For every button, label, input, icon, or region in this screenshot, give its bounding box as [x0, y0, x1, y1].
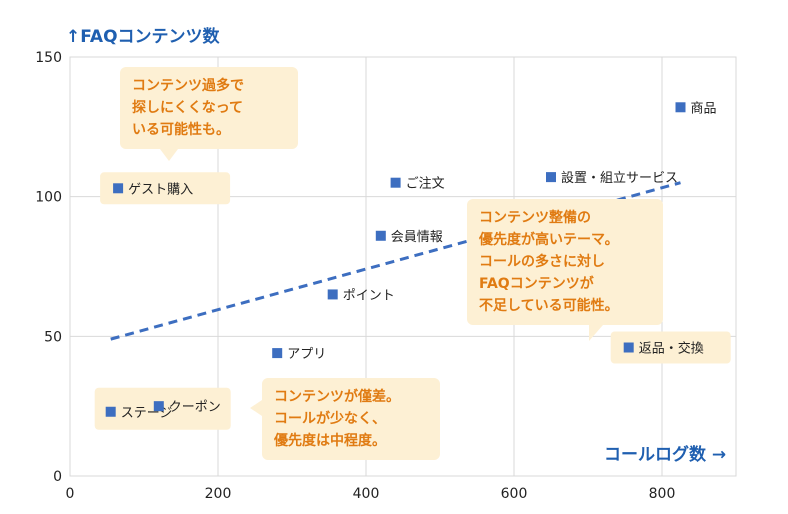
data-point-label: 会員情報: [391, 230, 443, 245]
data-point-label: ステージ: [121, 406, 173, 421]
data-point-label: ゲスト購入: [128, 182, 193, 197]
data-point: [390, 177, 401, 188]
point-label-background: [610, 331, 731, 364]
trendline: [110, 181, 681, 341]
callout-high-priority: コンテンツ整備の 優先度が高いテーマ。 コールの多さに対し FAQコンテンツが …: [467, 199, 663, 341]
data-point: [327, 289, 338, 300]
callout-overabundance: コンテンツ過多で 探しにくくなって いる可能性も。: [120, 67, 298, 161]
tick-labels: 0 200 400 600 800 0 50 100 150: [35, 50, 675, 502]
y-tick-label: 150: [35, 50, 62, 66]
data-point-label: クーポン: [169, 400, 221, 415]
data-point: [375, 230, 386, 241]
point-label-background: [100, 172, 231, 205]
x-tick-label: 600: [501, 486, 528, 502]
x-tick-label: 400: [353, 486, 380, 502]
callout-medium-priority: コンテンツが僅差。 コールが少なく、 優先度は中程度。: [250, 378, 440, 460]
y-tick-label: 50: [44, 329, 62, 345]
x-axis-title: コールログ数 →: [604, 445, 727, 465]
y-tick-label: 100: [35, 190, 62, 206]
x-tick-label: 200: [205, 486, 232, 502]
y-tick-label: 0: [53, 469, 62, 485]
data-point: [105, 406, 116, 417]
x-tick-label: 800: [649, 486, 676, 502]
data-point: [272, 348, 283, 359]
data-point-label: 設置・組立サービス: [561, 170, 678, 186]
data-point-label: 商品: [691, 101, 717, 116]
data-point: [675, 102, 686, 113]
data-point-label: 返品・交換: [639, 341, 704, 357]
data-point: [153, 401, 164, 412]
data-point: [113, 183, 124, 194]
data-point: [546, 172, 556, 183]
y-axis-title: ↑FAQコンテンツ数: [66, 27, 220, 47]
data-point-label: ポイント: [343, 288, 395, 303]
data-point-label: ご注文: [406, 176, 445, 192]
data-point: [623, 342, 634, 353]
data-point-label: アプリ: [287, 347, 326, 362]
trendline-path: [110, 181, 681, 341]
x-tick-label: 0: [66, 486, 75, 502]
